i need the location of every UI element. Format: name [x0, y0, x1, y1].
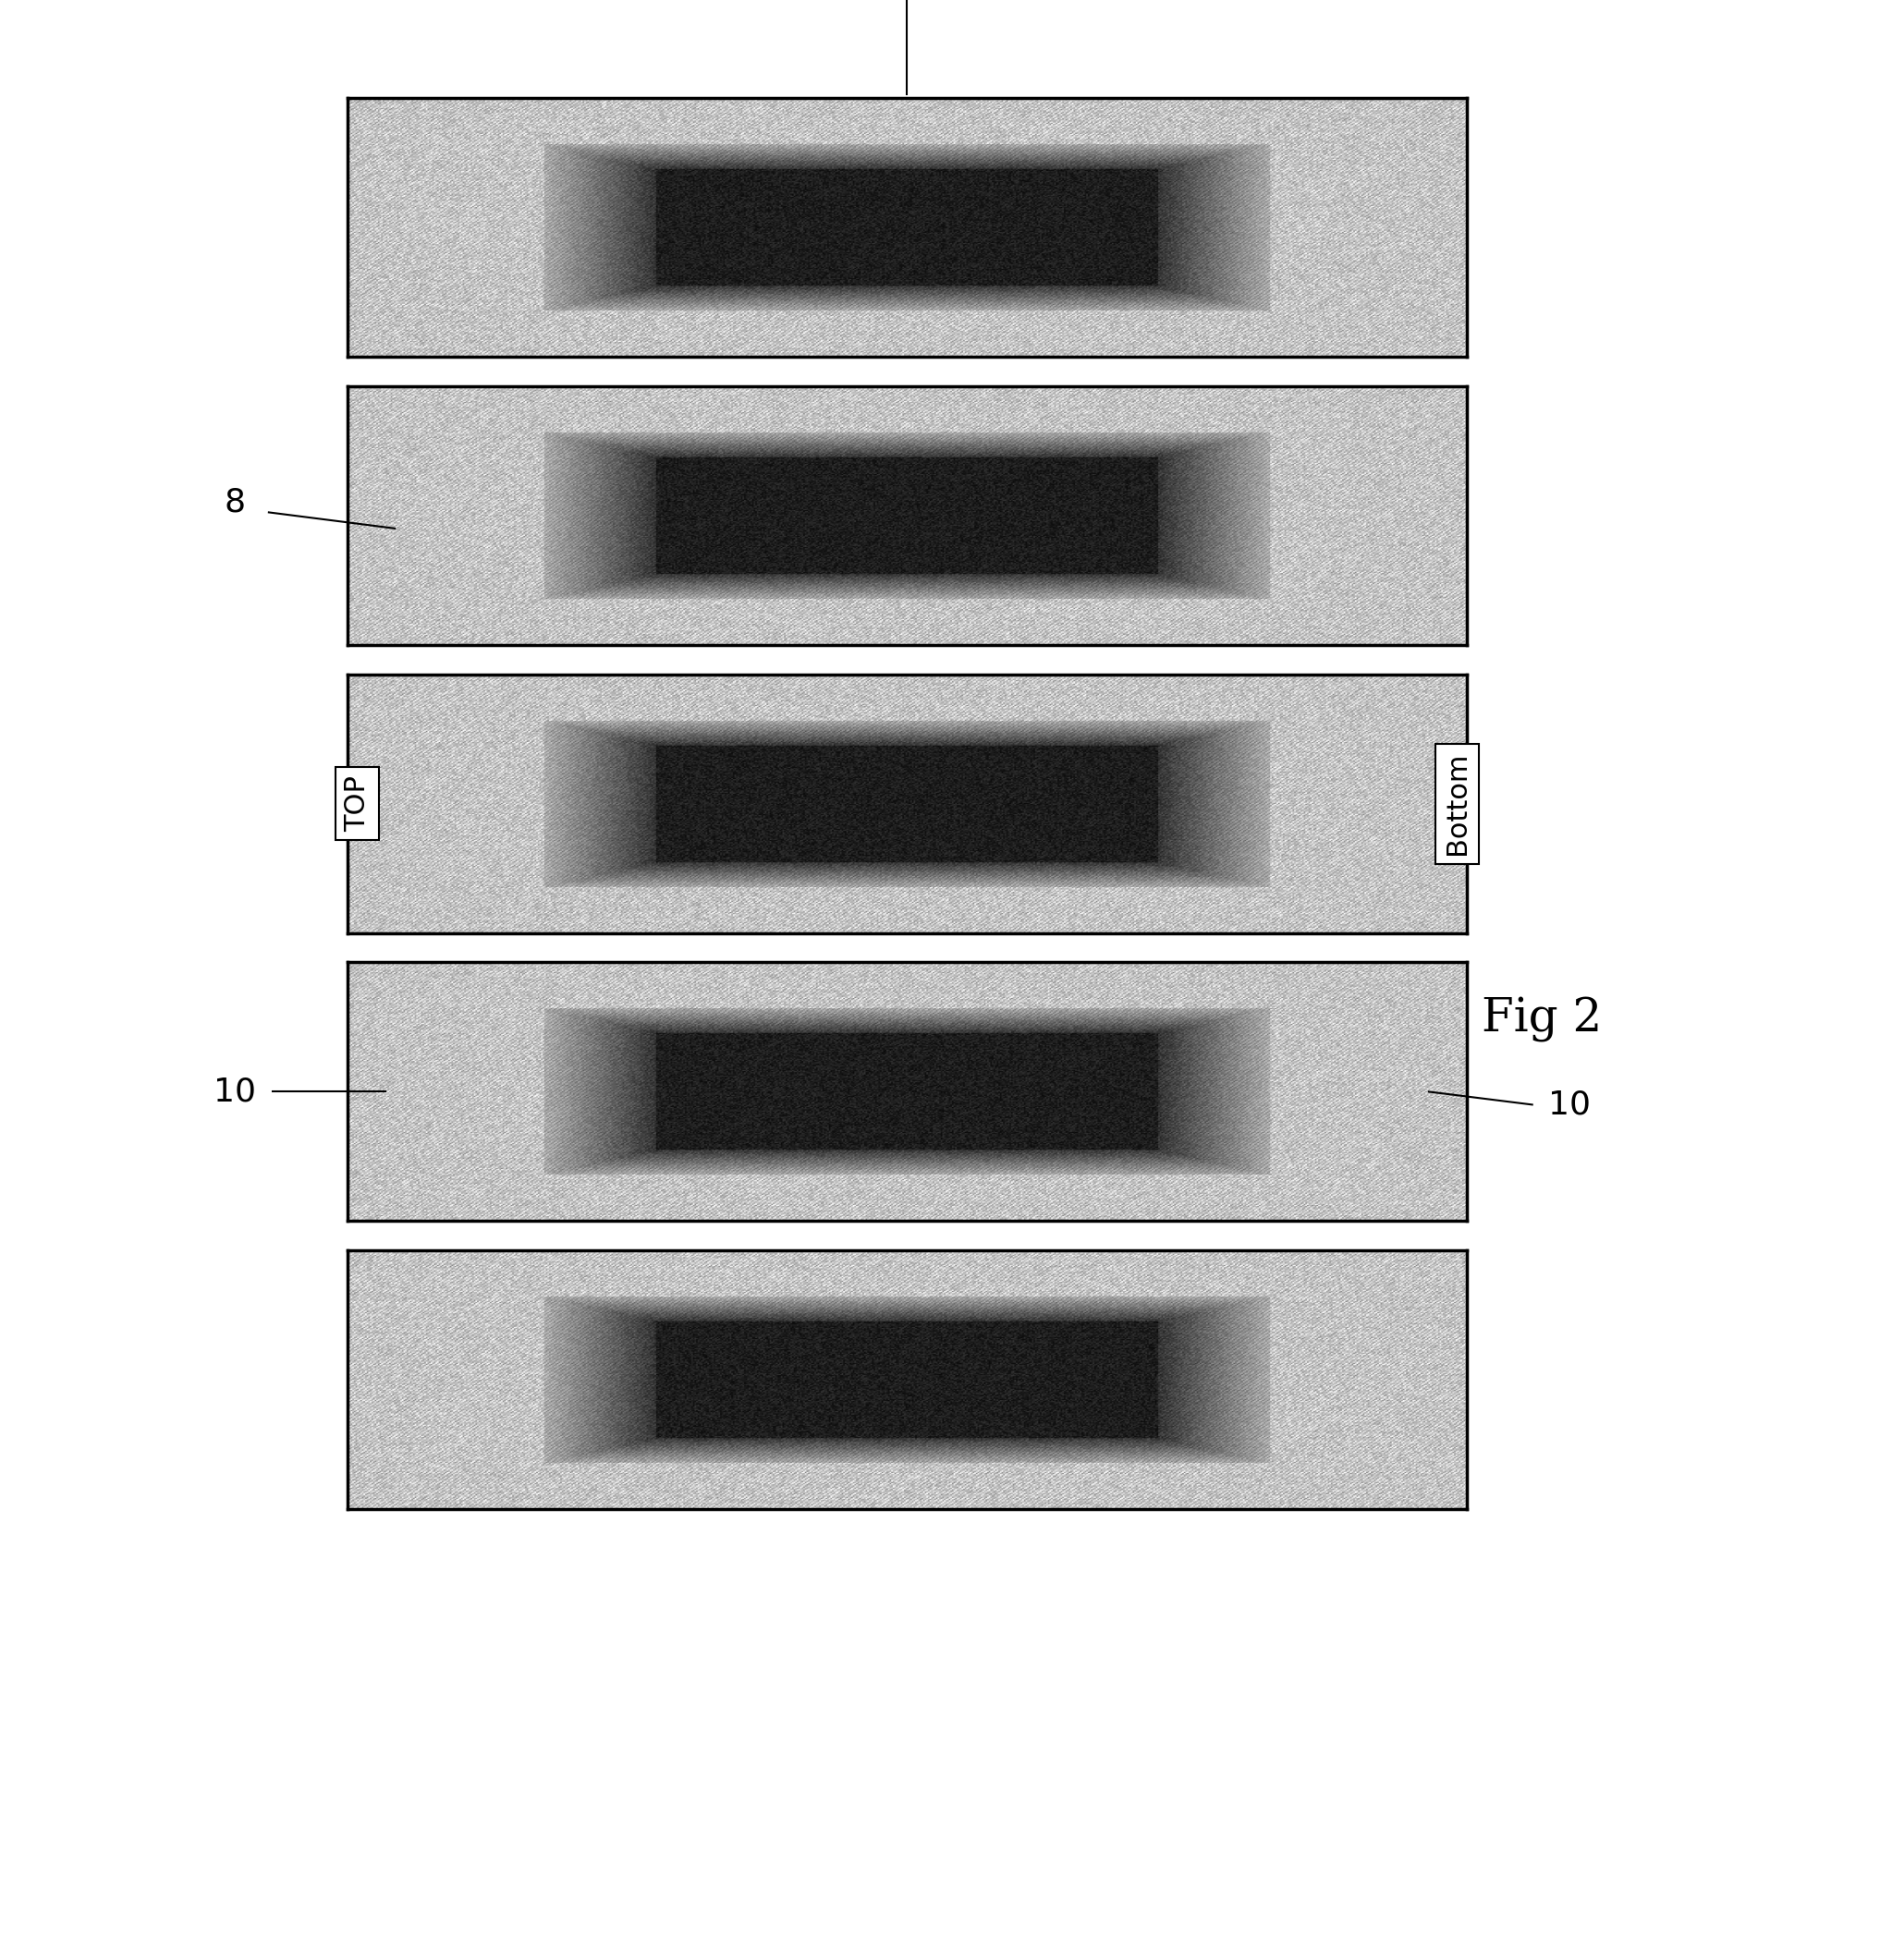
Text: 10: 10 — [214, 1076, 256, 1107]
Text: 8: 8 — [224, 486, 246, 517]
Text: TOP: TOP — [344, 776, 370, 831]
Text: Bottom: Bottom — [1444, 753, 1470, 855]
Text: 10: 10 — [1549, 1090, 1590, 1121]
Text: Fig 2: Fig 2 — [1481, 996, 1602, 1043]
